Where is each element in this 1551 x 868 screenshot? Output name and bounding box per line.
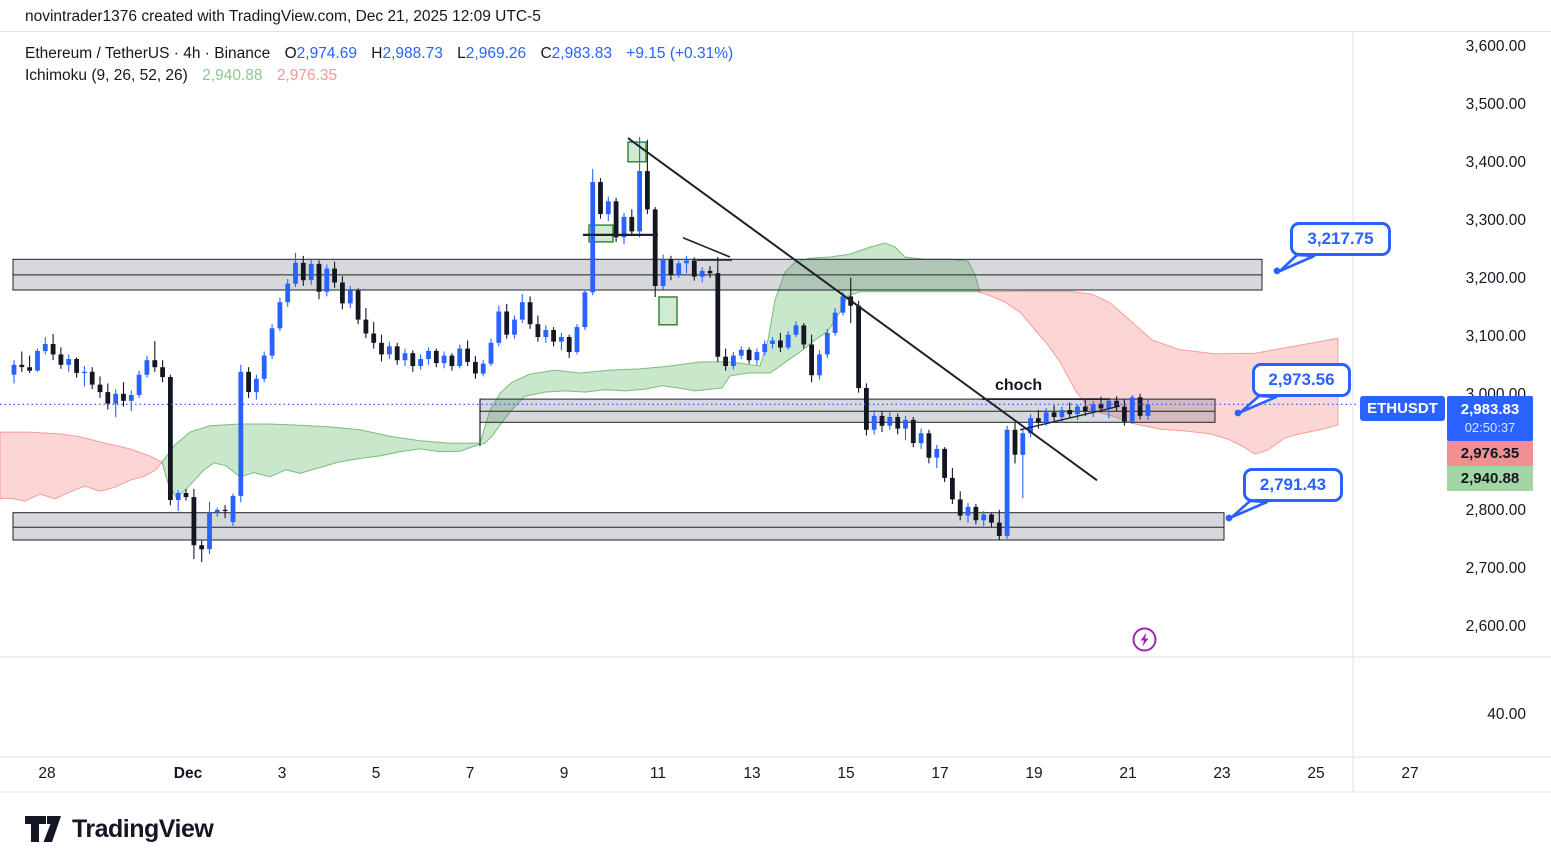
axis-date-label[interactable]: 7 — [465, 765, 475, 782]
axis-date-label[interactable]: 17 — [931, 765, 949, 782]
order-block-3 — [658, 296, 678, 326]
close-value: 2,983.83 — [551, 45, 612, 62]
bearish-cloud-right — [977, 290, 1339, 455]
ichimoku-green-price-tag: 2,940.88 — [1447, 466, 1533, 491]
close-label: C — [540, 45, 552, 62]
ichimoku-base-value: 2,940.88 — [202, 67, 263, 84]
callout-anchor-dot — [1273, 267, 1281, 275]
symbol-price-tag: ETHUSDT — [1360, 396, 1445, 421]
tradingview-logo[interactable]: TradingView — [25, 813, 214, 845]
ascending-support-line — [1019, 405, 1121, 431]
axis-date-label[interactable]: 25 — [1307, 765, 1325, 782]
callout-tail — [1278, 253, 1316, 273]
ichimoku-red-price-tag: 2,976.35 — [1447, 441, 1533, 466]
callout-anchor-dot — [1234, 409, 1242, 417]
tradingview-logo-mark — [25, 816, 61, 842]
open-label: O — [284, 45, 297, 62]
axis-date-label[interactable]: 11 — [649, 765, 667, 782]
axis-price-label[interactable]: 40.00 — [1487, 706, 1526, 723]
bar-countdown: 02:50:37 — [1464, 419, 1516, 435]
axis-date-label[interactable]: Dec — [173, 765, 203, 782]
high-value: 2,988.73 — [382, 45, 443, 62]
symbol-legend[interactable]: Ethereum / TetherUS · 4h · Binance O2,97… — [25, 45, 733, 63]
axis-date-label[interactable]: 23 — [1213, 765, 1231, 782]
indicator-title[interactable]: Ichimoku (9, 26, 52, 26) — [25, 67, 188, 84]
axis-price-label[interactable]: 3,200.00 — [1465, 270, 1526, 287]
price-callout[interactable]: 2,973.56 — [1252, 363, 1351, 397]
axis-price-label[interactable]: 3,100.00 — [1465, 328, 1526, 345]
change-value: +9.15 (+0.31%) — [626, 45, 734, 62]
open-value: 2,974.69 — [296, 45, 357, 62]
main-downtrend-line — [627, 137, 1098, 482]
attribution-bar — [0, 0, 1551, 32]
price-callout[interactable]: 3,217.75 — [1290, 222, 1391, 256]
axis-price-label[interactable]: 3,600.00 — [1465, 38, 1526, 55]
axis-date-label[interactable]: 27 — [1401, 765, 1419, 782]
axis-date-label[interactable]: 3 — [277, 765, 287, 782]
axis-date-label[interactable]: 15 — [837, 765, 855, 782]
callout-anchor-dot — [1225, 514, 1233, 522]
axis-price-label[interactable]: 3,500.00 — [1465, 96, 1526, 113]
axis-price-label[interactable]: 2,700.00 — [1465, 560, 1526, 577]
low-label: L — [457, 45, 466, 62]
indicator-legend[interactable]: Ichimoku (9, 26, 52, 26) 2,940.88 2,976.… — [25, 67, 337, 85]
attribution-text: novintrader1376 created with TradingView… — [25, 8, 541, 25]
bearish-cloud-left — [0, 431, 163, 502]
last-price-value: 2,983.83 — [1460, 401, 1520, 419]
axis-date-label[interactable]: 19 — [1025, 765, 1043, 782]
axis-date-label[interactable]: 13 — [743, 765, 761, 782]
last-price-tag: 2,983.83 02:50:37 — [1447, 396, 1533, 441]
high-label: H — [371, 45, 383, 62]
minor-downtrend-line — [682, 237, 731, 258]
axis-date-label[interactable]: 9 — [559, 765, 569, 782]
axis-price-label[interactable]: 3,300.00 — [1465, 212, 1526, 229]
low-value: 2,969.26 — [465, 45, 527, 62]
axis-date-label[interactable]: 5 — [371, 765, 381, 782]
axis-date-label[interactable]: 28 — [38, 765, 56, 782]
axis-price-label[interactable]: 2,800.00 — [1465, 502, 1526, 519]
flash-drawing-icon[interactable] — [1131, 626, 1158, 658]
price-callout[interactable]: 2,791.43 — [1243, 468, 1343, 502]
choch-annotation[interactable]: choch — [995, 377, 1043, 394]
ichimoku-conversion-value: 2,976.35 — [276, 67, 338, 84]
callout-tail — [1230, 499, 1269, 519]
axis-date-label[interactable]: 21 — [1119, 765, 1137, 782]
axis-price-label[interactable]: 3,400.00 — [1465, 154, 1526, 171]
tradingview-logo-text: TradingView — [72, 814, 214, 843]
symbol-title[interactable]: Ethereum / TetherUS · 4h · Binance — [25, 45, 271, 62]
axis-price-label[interactable]: 2,600.00 — [1465, 618, 1526, 635]
demand-zone-2791 — [12, 512, 1225, 541]
